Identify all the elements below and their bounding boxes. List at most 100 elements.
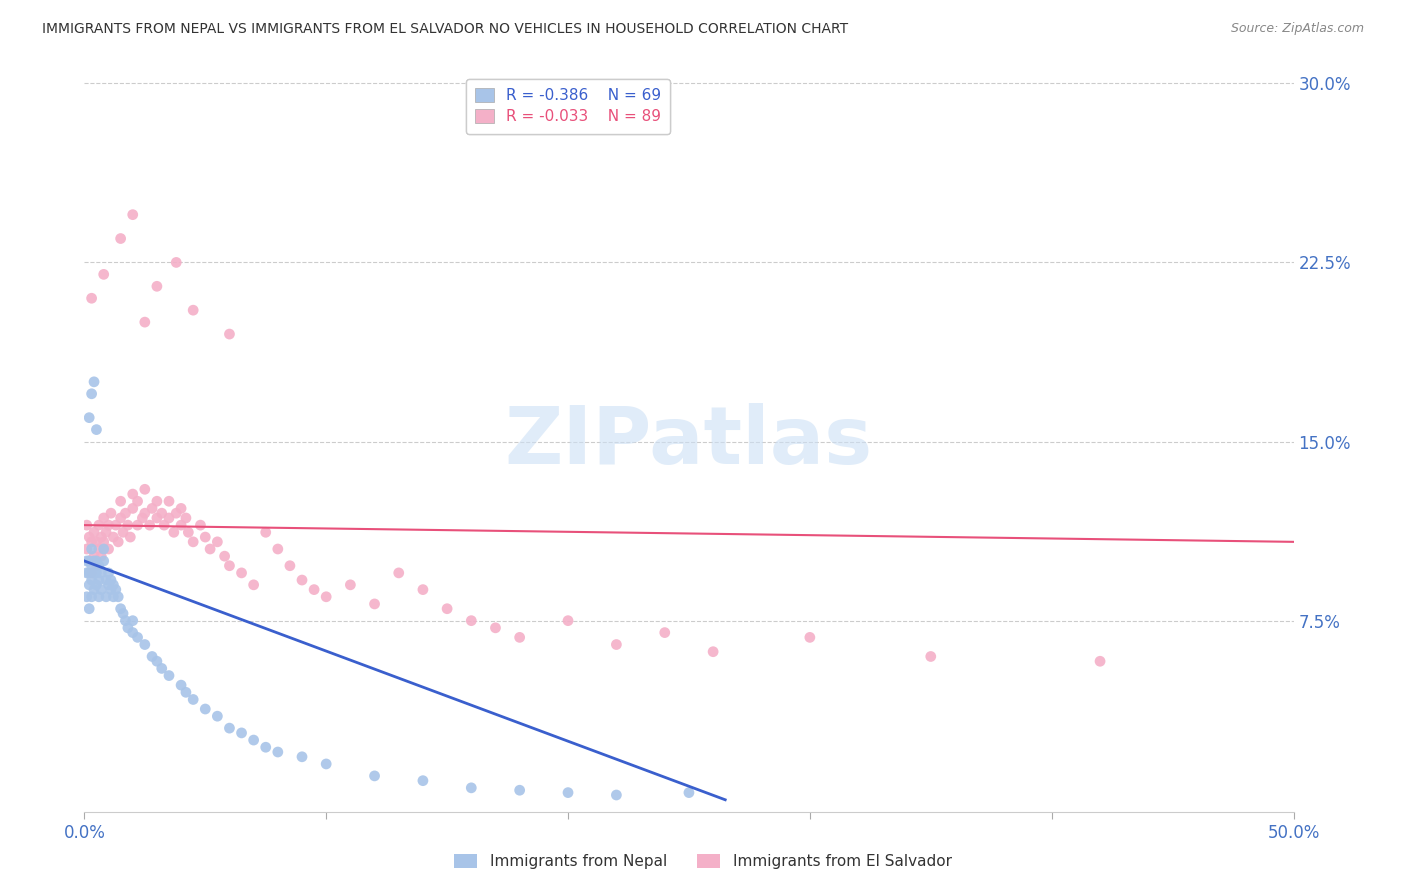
Point — [799, 631, 821, 645]
Point — [90, 582, 112, 597]
Point — [509, 631, 531, 645]
Point — [117, 518, 139, 533]
Point — [80, 566, 103, 580]
Point — [107, 534, 129, 549]
Point — [339, 578, 361, 592]
Point — [86, 566, 108, 580]
Point — [90, 530, 112, 544]
Point — [83, 582, 105, 597]
Point — [214, 549, 236, 564]
Point — [93, 511, 115, 525]
Point — [93, 541, 115, 556]
Point — [77, 554, 100, 568]
Point — [150, 506, 173, 520]
Point — [157, 511, 180, 525]
Point — [100, 573, 122, 587]
Point — [97, 541, 120, 556]
Point — [97, 566, 120, 580]
Point — [107, 590, 129, 604]
Point — [254, 525, 277, 540]
Point — [557, 786, 579, 800]
Text: ZIPatlas: ZIPatlas — [505, 402, 873, 481]
Point — [80, 534, 103, 549]
Point — [177, 525, 200, 540]
Point — [146, 279, 169, 293]
Point — [110, 511, 132, 525]
Point — [90, 549, 112, 564]
Point — [94, 573, 117, 587]
Point — [87, 558, 110, 573]
Point — [77, 566, 100, 580]
Point — [127, 631, 149, 645]
Point — [86, 423, 108, 437]
Point — [80, 590, 103, 604]
Point — [218, 327, 240, 342]
Point — [153, 518, 176, 533]
Point — [163, 525, 186, 540]
Point — [127, 494, 149, 508]
Point — [198, 541, 221, 556]
Point — [110, 231, 132, 245]
Point — [146, 494, 169, 508]
Point — [278, 558, 301, 573]
Point — [302, 582, 325, 597]
Point — [134, 315, 156, 329]
Point — [1088, 654, 1111, 668]
Point — [80, 573, 103, 587]
Point — [120, 530, 142, 544]
Point — [174, 511, 197, 525]
Point — [76, 590, 98, 604]
Point — [110, 601, 132, 615]
Point — [104, 582, 127, 597]
Point — [134, 506, 156, 520]
Point — [190, 518, 212, 533]
Point — [654, 625, 676, 640]
Point — [121, 487, 143, 501]
Point — [76, 541, 98, 556]
Point — [94, 590, 117, 604]
Point — [114, 506, 136, 520]
Point — [141, 649, 163, 664]
Point — [194, 530, 217, 544]
Point — [165, 255, 187, 269]
Point — [103, 590, 125, 604]
Point — [134, 638, 156, 652]
Point — [86, 558, 108, 573]
Point — [291, 749, 314, 764]
Point — [80, 291, 103, 305]
Point — [77, 410, 100, 425]
Point — [291, 573, 314, 587]
Point — [112, 607, 135, 621]
Point — [103, 578, 125, 592]
Point — [170, 501, 193, 516]
Point — [702, 645, 724, 659]
Point — [605, 788, 627, 802]
Point — [267, 745, 290, 759]
Point — [100, 582, 122, 597]
Text: Source: ZipAtlas.com: Source: ZipAtlas.com — [1230, 22, 1364, 36]
Point — [86, 554, 108, 568]
Point — [141, 501, 163, 516]
Point — [87, 573, 110, 587]
Point — [76, 518, 98, 533]
Point — [97, 518, 120, 533]
Legend: R = -0.386    N = 69, R = -0.033    N = 89: R = -0.386 N = 69, R = -0.033 N = 89 — [465, 79, 671, 134]
Point — [605, 638, 627, 652]
Point — [165, 506, 187, 520]
Point — [920, 649, 942, 664]
Point — [86, 534, 108, 549]
Point — [87, 590, 110, 604]
Point — [267, 541, 290, 556]
Point — [87, 541, 110, 556]
Point — [83, 554, 105, 568]
Point — [509, 783, 531, 797]
Point — [83, 549, 105, 564]
Point — [121, 614, 143, 628]
Point — [678, 786, 700, 800]
Point — [181, 534, 204, 549]
Point — [110, 494, 132, 508]
Point — [114, 614, 136, 628]
Point — [460, 614, 482, 628]
Point — [231, 726, 253, 740]
Point — [93, 534, 115, 549]
